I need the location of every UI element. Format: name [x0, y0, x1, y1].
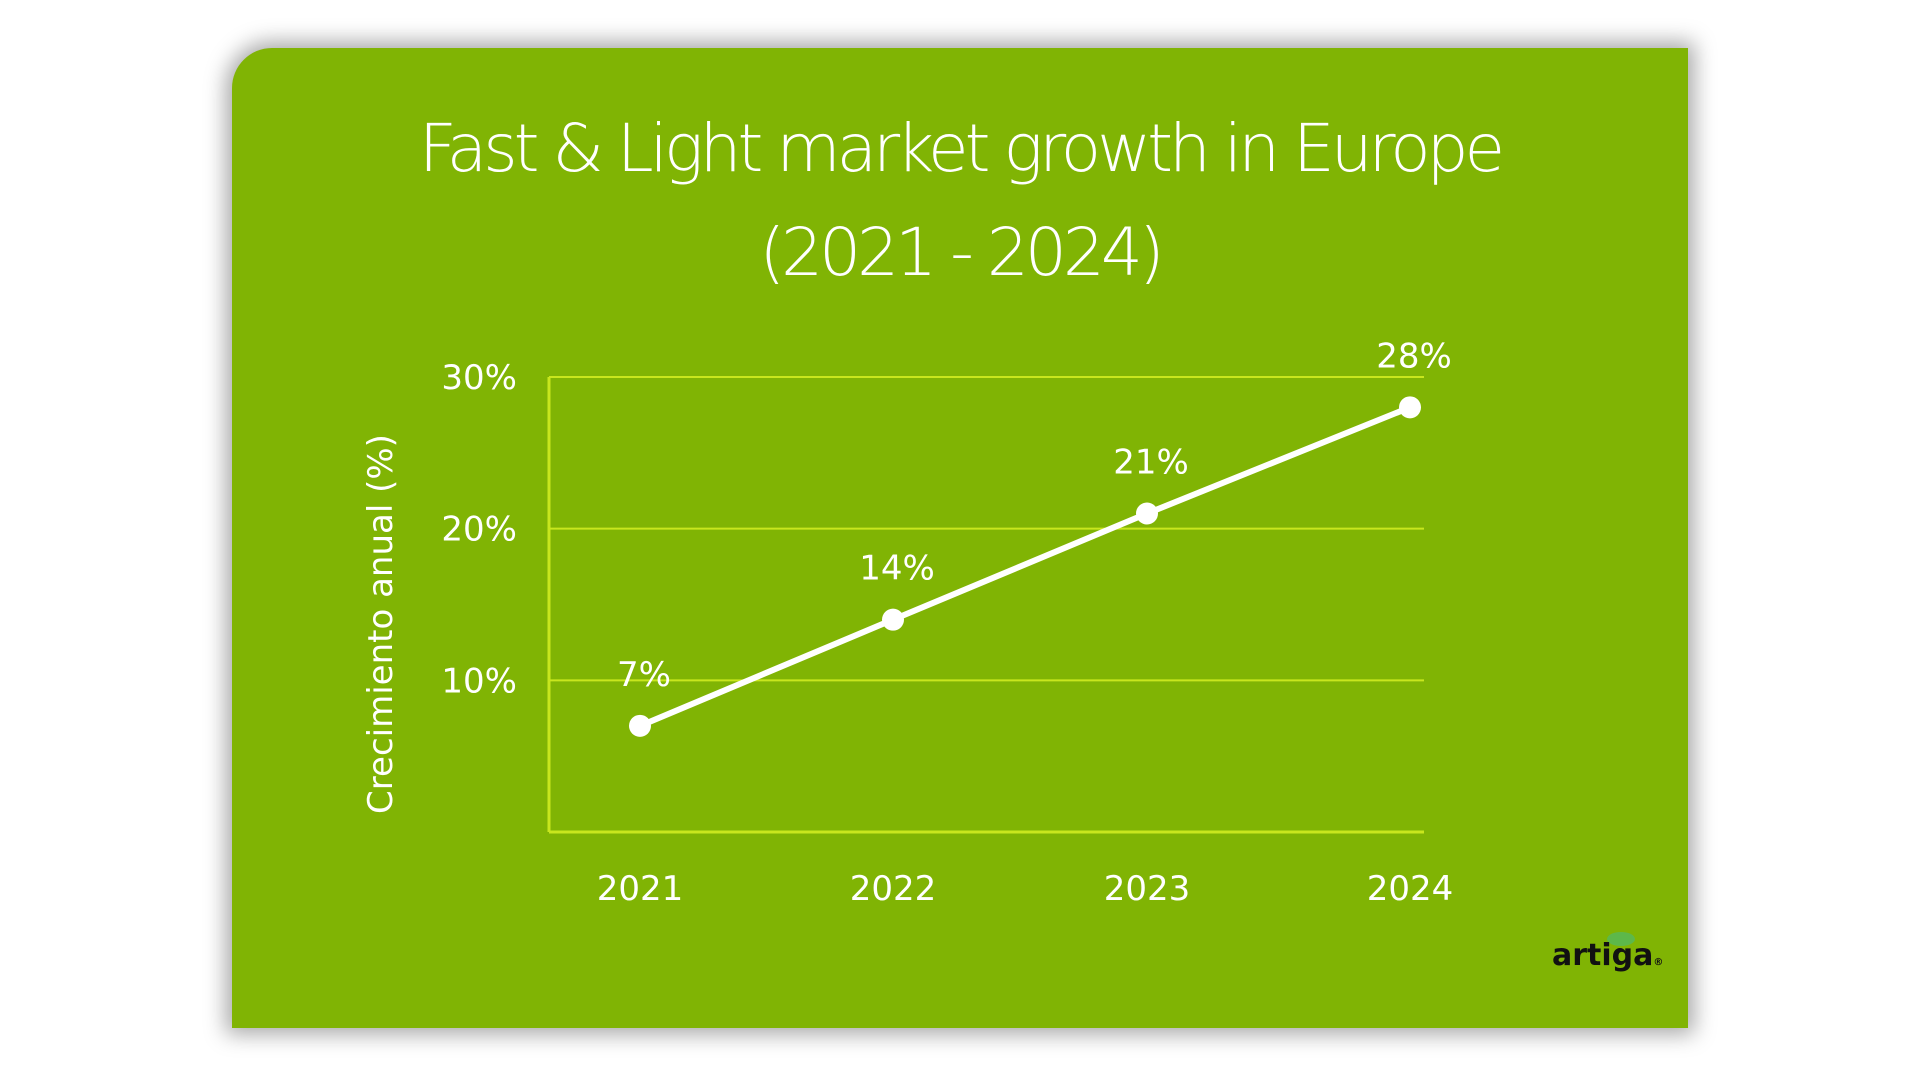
data-point — [1136, 502, 1158, 525]
x-tick-label: 2024 — [1367, 869, 1454, 909]
y-axis-label: Crecimiento anual (%) — [361, 434, 401, 814]
data-label: 14% — [859, 549, 935, 589]
logo-registered-mark: ® — [1653, 957, 1664, 968]
x-tick-label: 2023 — [1104, 869, 1191, 909]
logo-text: artiga — [1552, 938, 1654, 973]
data-label: 21% — [1113, 443, 1189, 483]
data-point — [882, 608, 904, 631]
leaf-icon — [1607, 932, 1635, 946]
y-tick-label: 20% — [441, 510, 517, 550]
x-tick-label: 2021 — [597, 869, 684, 909]
y-tick-label: 30% — [441, 358, 517, 398]
chart-panel — [232, 48, 1688, 1028]
artiga-logo: artiga® — [1552, 938, 1663, 973]
series-line — [638, 404, 1412, 729]
x-tick-label: 2022 — [850, 869, 937, 909]
chart-subtitle: (2021 - 2024) — [759, 214, 1164, 291]
data-point — [1399, 396, 1421, 419]
chart-title: Fast & Light market growth in Europe — [418, 110, 1505, 187]
data-label: 28% — [1376, 336, 1452, 376]
data-label: 7% — [617, 655, 671, 695]
y-tick-label: 10% — [441, 661, 517, 701]
data-point — [629, 714, 651, 737]
